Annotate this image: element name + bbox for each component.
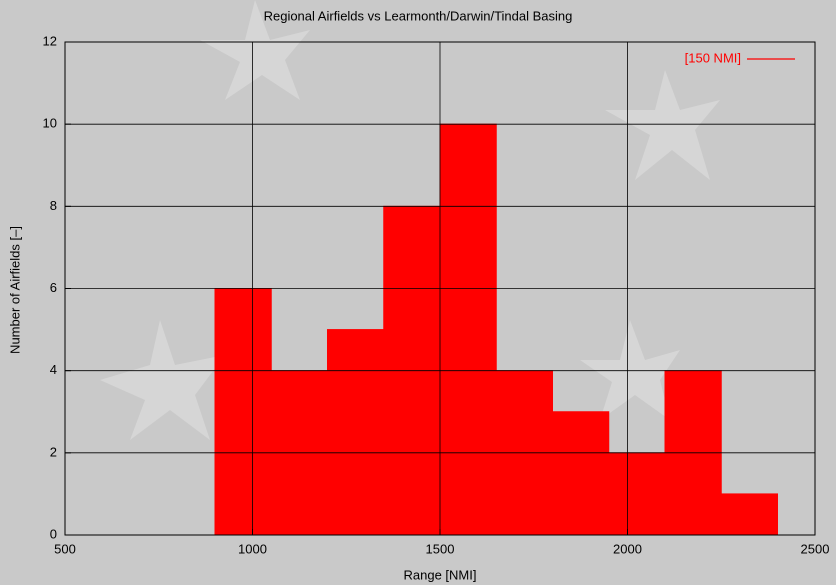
x-tick-label: 1500 [426, 541, 455, 556]
bar [553, 412, 609, 535]
y-tick-label: 4 [50, 362, 57, 377]
y-tick-label: 8 [50, 198, 57, 213]
chart: Regional Airfields vs Learmonth/Darwin/T… [0, 0, 836, 585]
bar [215, 289, 271, 536]
y-tick-label: 10 [43, 116, 57, 131]
bar [721, 494, 777, 535]
y-tick-label: 2 [50, 444, 57, 459]
y-axis-title: Number of Airfields [–] [7, 226, 22, 354]
y-tick-label: 12 [43, 33, 57, 48]
chart-title: Regional Airfields vs Learmonth/Darwin/T… [264, 8, 573, 23]
x-tick-label: 2000 [613, 541, 642, 556]
legend-label: [150 NMI] [685, 50, 741, 65]
x-tick-label: 1000 [238, 541, 267, 556]
y-tick-label: 0 [50, 526, 57, 541]
x-tick-label: 500 [54, 541, 76, 556]
y-tick-label: 6 [50, 280, 57, 295]
bar [440, 124, 496, 535]
x-axis-title: Range [NMI] [404, 567, 477, 582]
bar [609, 453, 665, 535]
x-tick-label: 2500 [801, 541, 830, 556]
bar [328, 330, 384, 535]
